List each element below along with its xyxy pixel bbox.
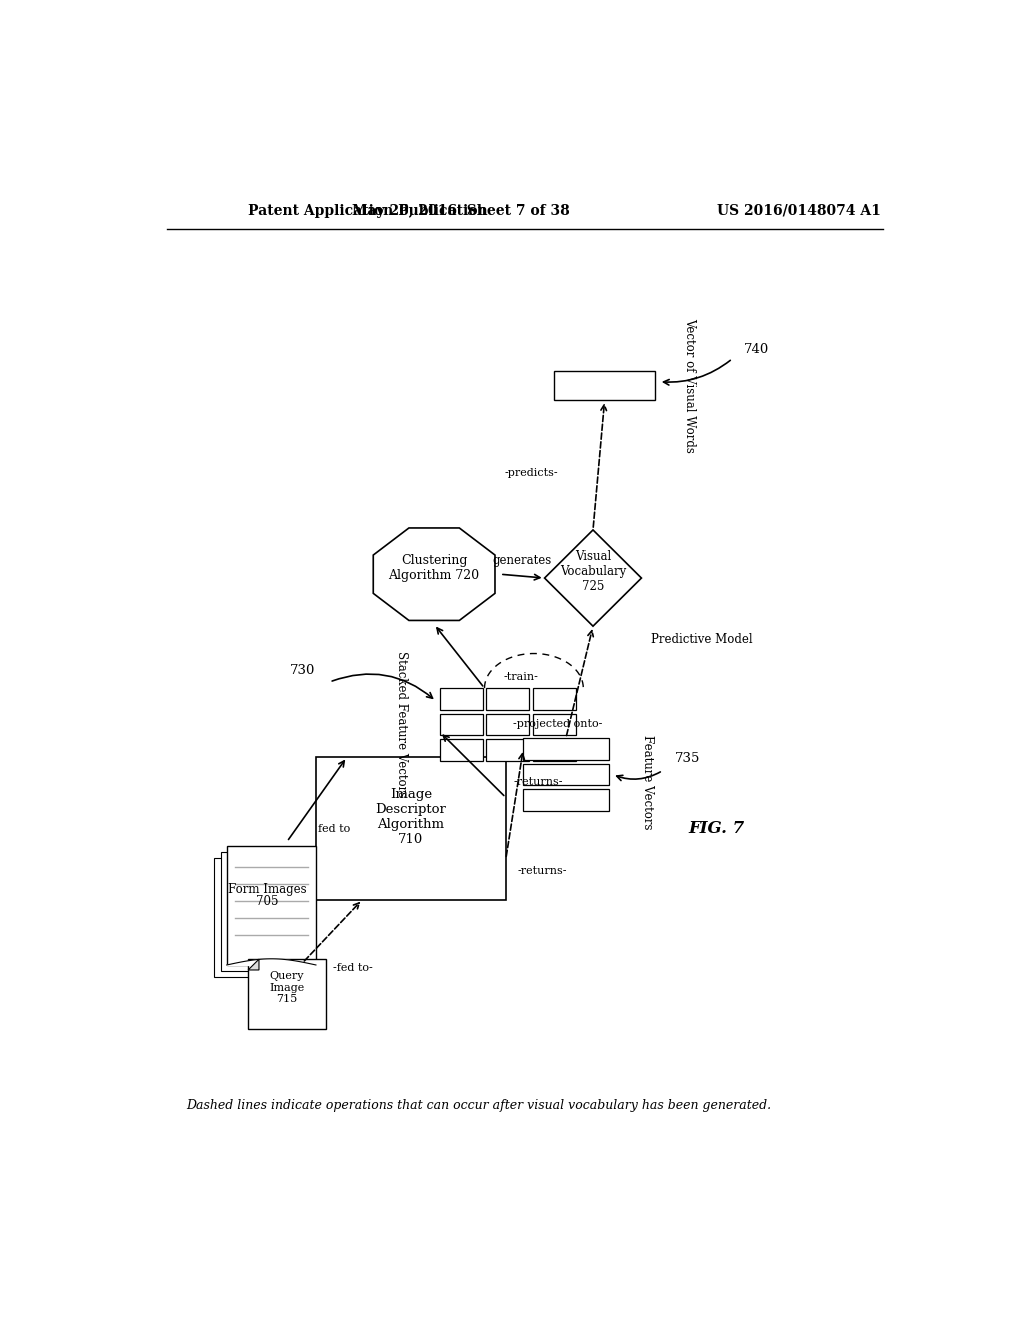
- Text: Vector of Visual Words: Vector of Visual Words: [683, 318, 696, 453]
- Text: May 26, 2016  Sheet 7 of 38: May 26, 2016 Sheet 7 of 38: [352, 203, 570, 218]
- FancyBboxPatch shape: [486, 739, 529, 760]
- FancyBboxPatch shape: [532, 714, 575, 735]
- Text: Query
Image
715: Query Image 715: [269, 972, 304, 1005]
- Text: -train-: -train-: [504, 672, 539, 681]
- Polygon shape: [374, 528, 495, 620]
- Text: 740: 740: [744, 343, 769, 356]
- Text: Visual
Vocabulary
725: Visual Vocabulary 725: [560, 550, 626, 594]
- Text: Patent Application Publication: Patent Application Publication: [248, 203, 487, 218]
- FancyBboxPatch shape: [226, 846, 316, 965]
- FancyBboxPatch shape: [440, 739, 482, 760]
- Text: -returns-: -returns-: [517, 866, 567, 875]
- Text: -predicts-: -predicts-: [505, 467, 558, 478]
- Text: -returns-: -returns-: [514, 777, 563, 787]
- Text: Form Images: Form Images: [228, 883, 307, 896]
- FancyBboxPatch shape: [523, 763, 608, 785]
- FancyBboxPatch shape: [532, 688, 575, 710]
- Text: Dashed lines indicate operations that can occur after visual vocabulary has been: Dashed lines indicate operations that ca…: [186, 1100, 771, 1111]
- Polygon shape: [248, 960, 259, 970]
- Text: Image
Descriptor
Algorithm
710: Image Descriptor Algorithm 710: [376, 788, 446, 846]
- Text: Predictive Model: Predictive Model: [651, 634, 753, 647]
- FancyBboxPatch shape: [248, 960, 326, 1028]
- Text: generates: generates: [493, 554, 552, 566]
- FancyBboxPatch shape: [523, 789, 608, 810]
- Text: US 2016/0148074 A1: US 2016/0148074 A1: [717, 203, 881, 218]
- FancyBboxPatch shape: [554, 371, 655, 400]
- FancyBboxPatch shape: [316, 758, 506, 899]
- FancyBboxPatch shape: [486, 688, 529, 710]
- Text: Stacked Feature Vectors: Stacked Feature Vectors: [394, 651, 408, 797]
- Text: 730: 730: [290, 664, 315, 677]
- Text: 735: 735: [675, 752, 699, 766]
- Text: -fed to-: -fed to-: [334, 964, 373, 973]
- FancyBboxPatch shape: [214, 858, 303, 977]
- Text: FIG. 7: FIG. 7: [689, 820, 745, 837]
- Text: 705: 705: [256, 895, 279, 908]
- FancyBboxPatch shape: [440, 688, 482, 710]
- FancyBboxPatch shape: [486, 714, 529, 735]
- FancyBboxPatch shape: [523, 738, 608, 760]
- Text: Clustering
Algorithm 720: Clustering Algorithm 720: [388, 554, 479, 582]
- FancyBboxPatch shape: [220, 851, 309, 972]
- Polygon shape: [545, 529, 641, 626]
- Text: -projected onto-: -projected onto-: [513, 719, 603, 730]
- Text: fed to: fed to: [317, 824, 350, 834]
- FancyBboxPatch shape: [440, 714, 482, 735]
- FancyBboxPatch shape: [532, 739, 575, 760]
- Text: Feature Vectors: Feature Vectors: [641, 735, 653, 829]
